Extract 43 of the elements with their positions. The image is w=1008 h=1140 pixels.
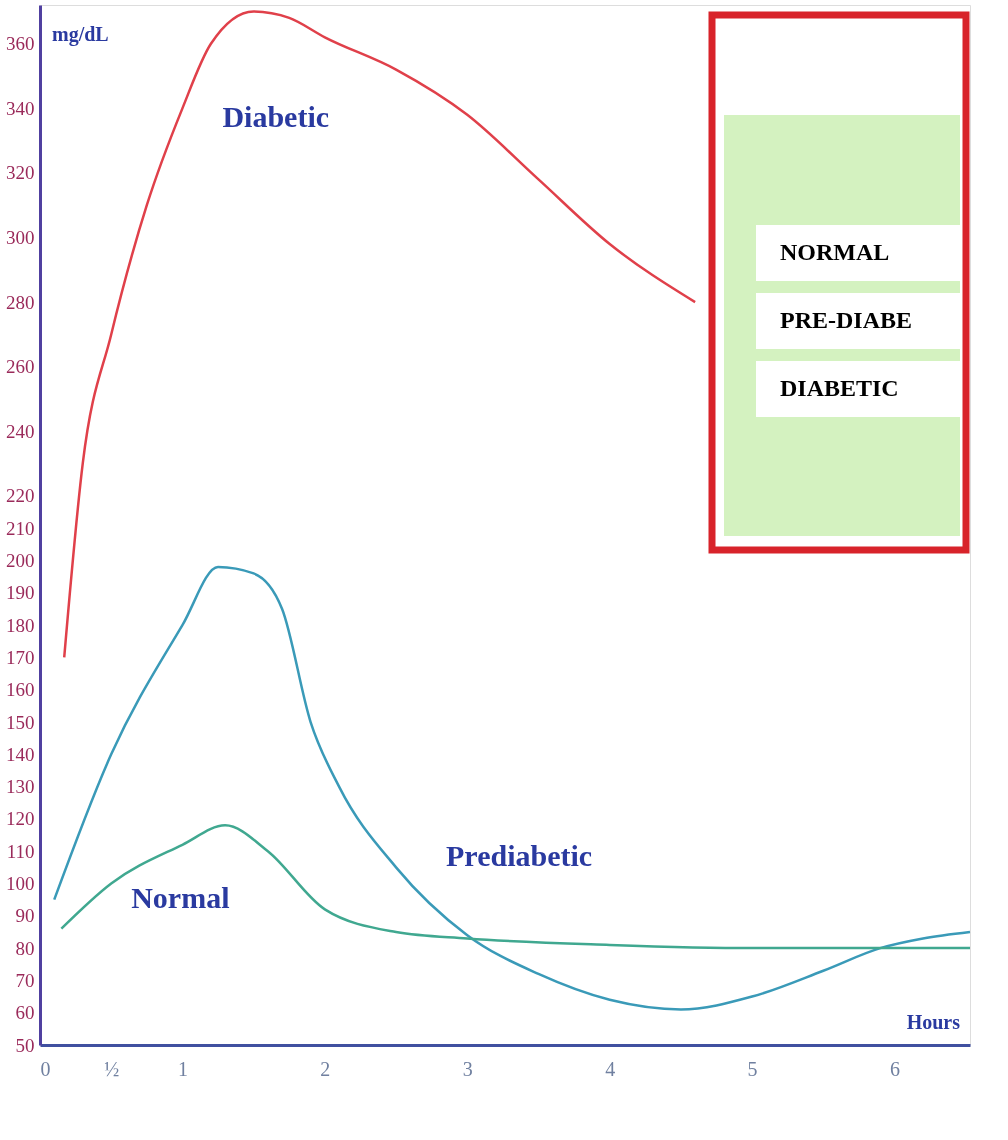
y-tick-label: 80 [15,937,35,959]
series-label: Normal [131,880,230,914]
y-tick-label: 100 [6,873,35,895]
y-tick-label: 170 [6,646,35,668]
line-series [60,824,972,950]
y-tick-label: 120 [6,808,35,830]
annotation: NORMAL [780,239,890,265]
y-tick-label: 280 [6,291,35,313]
y-tick-label: 200 [6,550,35,572]
y-tick-label: 210 [6,517,35,539]
y-tick-label: 150 [6,711,35,733]
y-tick-label: 130 [6,776,35,798]
x-tick-label: 3 [462,1057,473,1080]
annotation: PRE-DIABE [780,307,913,333]
y-tick-label: 240 [6,420,35,442]
x-tick-label: 1 [177,1057,188,1080]
y-tick-label: 320 [6,162,35,184]
y-tick-label: 190 [6,582,35,604]
y-tick-label: 110 [6,840,35,862]
y-tick-label: 340 [6,97,35,119]
y-tick-label: 160 [6,679,35,701]
x-tick-label: ½ [104,1057,120,1080]
x-axis-title: Hours [906,1011,961,1033]
x-tick-label: 4 [605,1057,616,1080]
series-label: Prediabetic [446,839,593,873]
x-tick-label: 6 [890,1057,901,1080]
y-tick-label: 70 [15,969,35,991]
y-tick-label: 300 [6,227,35,249]
series-label: Diabetic [222,100,330,134]
y-tick-label: 180 [6,614,35,636]
x-tick-label: 2 [320,1057,331,1080]
line-series [52,565,972,1011]
x-tick-label: 0 [40,1057,51,1080]
x-tick-label: 5 [747,1057,758,1080]
y-tick-label: 140 [6,743,35,765]
annotation: DIABETIC [780,375,899,401]
y-tick-label: 60 [15,1002,35,1024]
y-tick-label: 360 [6,33,35,55]
y-axis-title: mg/dL [52,23,109,46]
y-tick-label: 260 [6,356,35,378]
y-tick-label: 90 [15,905,35,927]
y-tick-label: 220 [6,485,35,507]
y-tick-label: 50 [15,1034,35,1056]
